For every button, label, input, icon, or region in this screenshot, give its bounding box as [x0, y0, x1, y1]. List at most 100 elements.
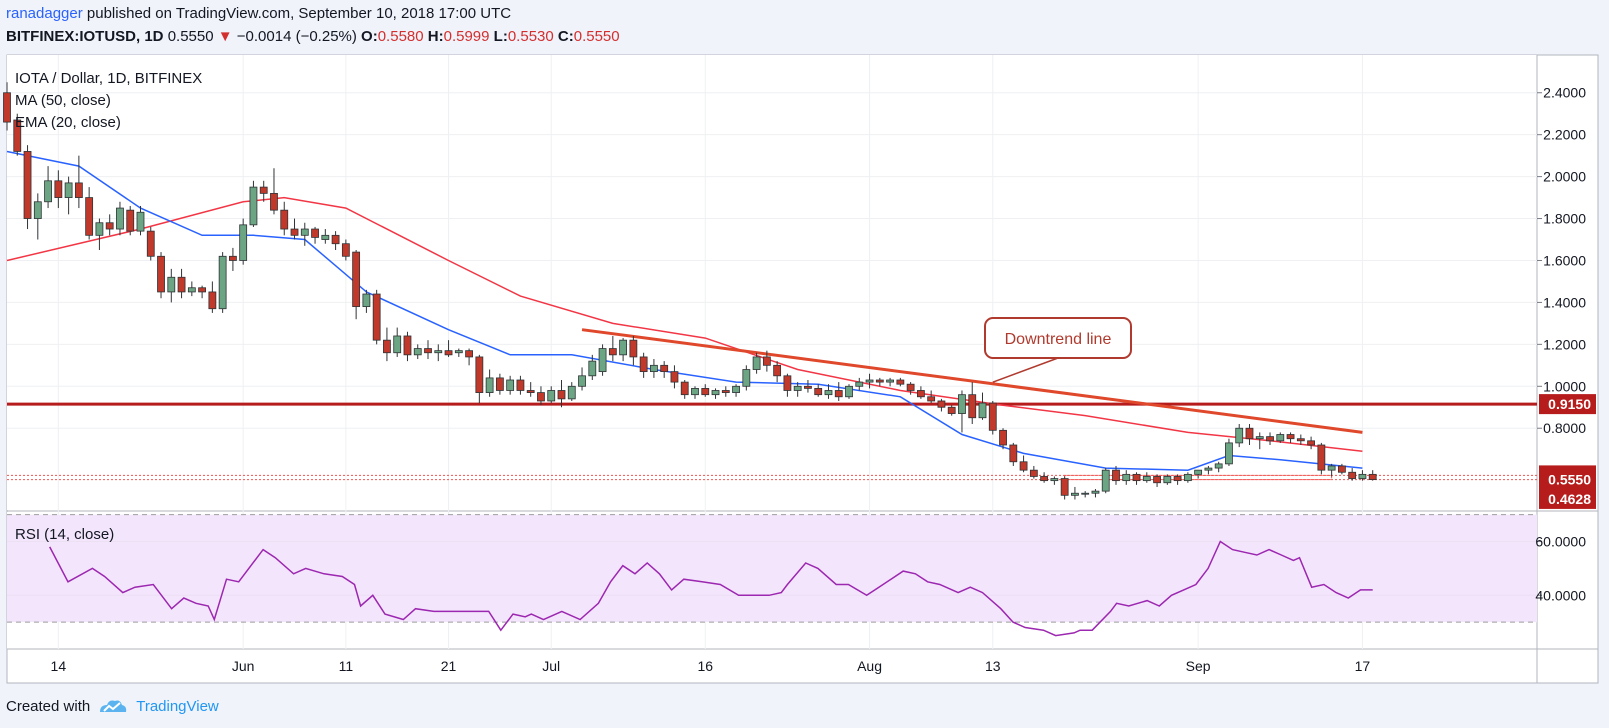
candle	[865, 373, 874, 389]
time-tick-label: Sep	[1186, 658, 1211, 674]
candle-body	[845, 385, 853, 398]
candle-body	[157, 255, 165, 293]
candle	[804, 380, 812, 393]
candle-body	[588, 360, 597, 377]
candle	[1225, 438, 1233, 466]
candle	[454, 348, 463, 357]
candle	[341, 239, 350, 261]
price-label-box	[1539, 469, 1596, 490]
candle-body	[1050, 478, 1059, 482]
time-tick-label: 17	[1355, 658, 1371, 674]
candle-body	[1163, 476, 1172, 484]
candle-body	[865, 379, 874, 383]
candle	[485, 369, 494, 397]
candle	[1142, 472, 1151, 483]
candle-body	[978, 402, 987, 419]
candle	[988, 400, 997, 435]
candle-body	[393, 335, 402, 354]
candle	[23, 145, 32, 230]
candle	[762, 350, 771, 372]
candle	[578, 367, 586, 391]
candle	[1204, 465, 1213, 475]
candle-body	[1091, 490, 1100, 494]
created-with-text: Created with	[6, 697, 91, 715]
symbol-label: BITFINEX:IOTUSD, 1D	[6, 28, 164, 45]
candle	[557, 380, 566, 408]
price-label-text: 0.5550	[1548, 472, 1591, 488]
candle-body	[341, 243, 350, 257]
candle-body	[629, 339, 638, 358]
candle	[916, 386, 925, 399]
candle-body	[372, 293, 381, 341]
candle-body	[23, 151, 32, 219]
candle	[444, 340, 453, 357]
time-tick-label: Jul	[542, 658, 560, 674]
candle-body	[916, 390, 925, 398]
rsi-band	[7, 514, 1537, 623]
candle	[1194, 469, 1203, 479]
candle	[475, 354, 484, 404]
candle-body	[1081, 492, 1090, 495]
candle	[845, 384, 853, 399]
candle-body	[403, 335, 412, 356]
candle	[588, 354, 597, 380]
candle-body	[711, 390, 720, 396]
candle-body	[896, 379, 905, 385]
author-link[interactable]: ranadagger	[6, 5, 83, 22]
legend-ma: MA (50, close)	[15, 92, 111, 109]
candle-body	[229, 255, 237, 261]
candle-body	[752, 356, 761, 370]
candle-body	[742, 369, 751, 387]
price-tick-label: 1.6000	[1543, 252, 1586, 268]
close-value: 0.5550	[573, 28, 620, 45]
tradingview-link[interactable]: TradingView	[136, 697, 219, 715]
candle-body	[650, 364, 658, 373]
candle-body	[834, 390, 843, 398]
candle-body	[906, 383, 915, 391]
candle	[814, 384, 823, 397]
legend-ema: EMA (20, close)	[15, 114, 121, 131]
candle-body	[1348, 471, 1357, 479]
candle	[372, 289, 381, 345]
candle-body	[1153, 476, 1161, 484]
candle-body	[1225, 442, 1233, 465]
candle-body	[1327, 465, 1336, 471]
candle	[516, 375, 525, 395]
footer: Created with TradingView	[6, 697, 219, 715]
candle	[978, 392, 987, 420]
candle	[167, 268, 176, 303]
candle-body	[352, 251, 361, 308]
candle-body	[454, 350, 463, 354]
candle-body	[198, 287, 207, 293]
publish-info: ranadagger published on TradingView.com,…	[6, 5, 511, 22]
candle-body	[660, 364, 669, 373]
candle	[1307, 436, 1315, 450]
candle-body	[824, 390, 833, 396]
rsi-label: RSI (14, close)	[15, 526, 114, 543]
candle	[660, 361, 669, 378]
candle-body	[814, 387, 823, 396]
candle	[927, 390, 936, 404]
publish-text: published on TradingView.com, September …	[86, 5, 512, 22]
candle	[1163, 474, 1172, 485]
down-arrow-icon: ▼	[217, 28, 233, 45]
time-tick-label: 14	[51, 658, 67, 674]
price-tick-label: 0.8000	[1543, 420, 1586, 436]
candle	[393, 327, 402, 357]
candle-body	[259, 186, 268, 194]
candle-body	[762, 356, 771, 366]
price-label-box	[1539, 394, 1596, 415]
candle	[352, 250, 361, 320]
candle	[906, 382, 915, 395]
candle-body	[557, 390, 566, 400]
candle-body	[875, 379, 884, 383]
high-label: H:	[427, 28, 444, 45]
candle-body	[1101, 469, 1110, 492]
tradingview-logo-icon	[100, 700, 127, 712]
candle	[1112, 465, 1120, 485]
candle	[1235, 424, 1244, 448]
low-label: L:	[493, 28, 508, 45]
candle-body	[619, 339, 628, 356]
candle-body	[331, 234, 340, 245]
